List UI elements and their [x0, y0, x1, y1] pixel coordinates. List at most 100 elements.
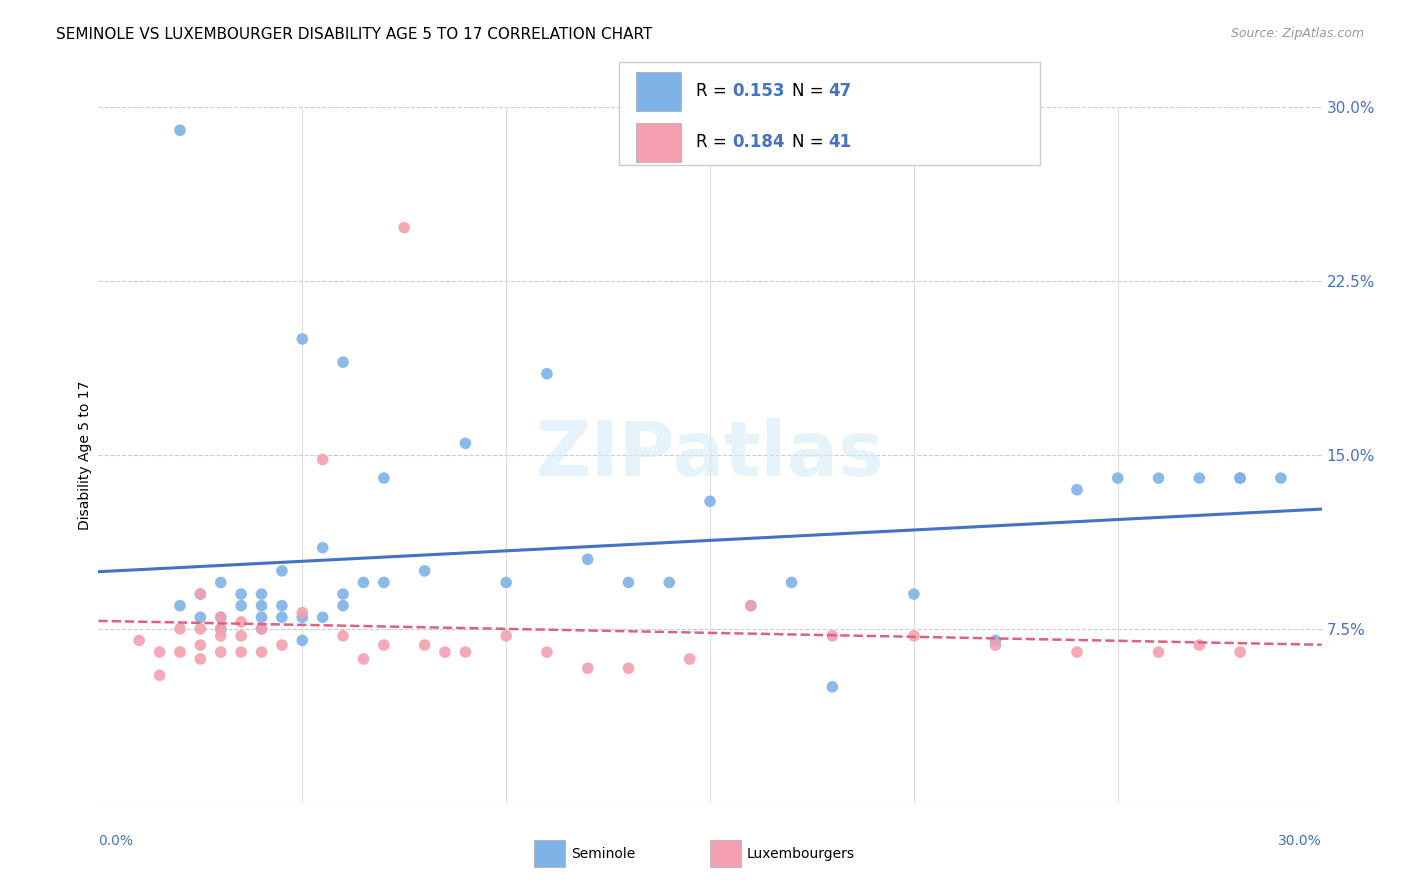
Point: [209, 610, 232, 624]
Point: [1066, 483, 1088, 497]
Point: [617, 575, 640, 590]
Point: [250, 587, 273, 601]
Y-axis label: Disability Age 5 to 17: Disability Age 5 to 17: [79, 380, 93, 530]
Point: [250, 610, 273, 624]
Text: ZIPatlas: ZIPatlas: [536, 418, 884, 491]
Text: Seminole: Seminole: [571, 847, 636, 861]
Point: [231, 645, 253, 659]
Point: [188, 638, 212, 652]
Point: [454, 645, 477, 659]
Point: [149, 668, 172, 682]
Point: [1066, 645, 1088, 659]
Point: [250, 645, 273, 659]
Point: [188, 587, 212, 601]
Point: [209, 629, 232, 643]
Point: [1229, 471, 1251, 485]
Point: [903, 587, 925, 601]
Point: [291, 610, 314, 624]
Point: [209, 575, 232, 590]
Point: [1229, 471, 1251, 485]
Point: [1270, 471, 1292, 485]
Point: [209, 645, 232, 659]
Point: [699, 494, 721, 508]
Point: [332, 629, 354, 643]
Point: [821, 629, 844, 643]
Point: [250, 622, 273, 636]
Text: N =: N =: [792, 134, 828, 152]
Point: [169, 599, 191, 613]
Point: [679, 652, 702, 666]
Point: [1188, 471, 1211, 485]
Text: SEMINOLE VS LUXEMBOURGER DISABILITY AGE 5 TO 17 CORRELATION CHART: SEMINOLE VS LUXEMBOURGER DISABILITY AGE …: [56, 27, 652, 42]
Point: [576, 552, 599, 566]
Point: [434, 645, 457, 659]
Point: [352, 575, 374, 590]
Point: [169, 622, 191, 636]
Point: [291, 332, 314, 346]
Point: [250, 622, 273, 636]
Point: [188, 652, 212, 666]
Text: 47: 47: [828, 82, 852, 100]
Point: [169, 645, 191, 659]
Point: [576, 661, 599, 675]
Point: [1107, 471, 1129, 485]
Point: [1147, 471, 1170, 485]
Point: [270, 610, 294, 624]
Text: Source: ZipAtlas.com: Source: ZipAtlas.com: [1230, 27, 1364, 40]
Point: [291, 606, 314, 620]
Point: [231, 599, 253, 613]
Point: [495, 575, 517, 590]
Point: [209, 622, 232, 636]
Point: [169, 123, 191, 137]
Point: [821, 680, 844, 694]
Point: [128, 633, 150, 648]
Point: [373, 638, 395, 652]
Point: [270, 638, 294, 652]
Point: [617, 661, 640, 675]
Point: [188, 622, 212, 636]
Point: [1229, 645, 1251, 659]
Point: [188, 610, 212, 624]
Text: 0.0%: 0.0%: [98, 834, 134, 848]
Point: [291, 633, 314, 648]
Point: [780, 575, 803, 590]
Point: [270, 564, 294, 578]
Point: [312, 452, 335, 467]
Point: [231, 629, 253, 643]
Point: [658, 575, 681, 590]
Point: [332, 599, 354, 613]
Point: [413, 638, 436, 652]
Point: [332, 587, 354, 601]
Point: [740, 599, 762, 613]
Point: [209, 610, 232, 624]
Point: [454, 436, 477, 450]
Point: [188, 587, 212, 601]
Point: [373, 471, 395, 485]
Point: [149, 645, 172, 659]
Point: [984, 638, 1007, 652]
Point: [1188, 638, 1211, 652]
Text: R =: R =: [696, 134, 733, 152]
Text: 41: 41: [828, 134, 851, 152]
Point: [231, 615, 253, 629]
Point: [903, 629, 925, 643]
Text: R =: R =: [696, 82, 733, 100]
Point: [536, 367, 558, 381]
Point: [984, 633, 1007, 648]
Text: N =: N =: [792, 82, 828, 100]
Point: [209, 622, 232, 636]
Point: [231, 587, 253, 601]
Point: [312, 610, 335, 624]
Point: [352, 652, 374, 666]
Text: 30.0%: 30.0%: [1278, 834, 1322, 848]
Text: 0.184: 0.184: [733, 134, 785, 152]
Text: Luxembourgers: Luxembourgers: [747, 847, 855, 861]
Point: [495, 629, 517, 643]
Point: [250, 599, 273, 613]
Point: [392, 220, 416, 235]
Point: [373, 575, 395, 590]
Text: 0.153: 0.153: [733, 82, 785, 100]
Point: [312, 541, 335, 555]
Point: [332, 355, 354, 369]
Point: [1147, 645, 1170, 659]
